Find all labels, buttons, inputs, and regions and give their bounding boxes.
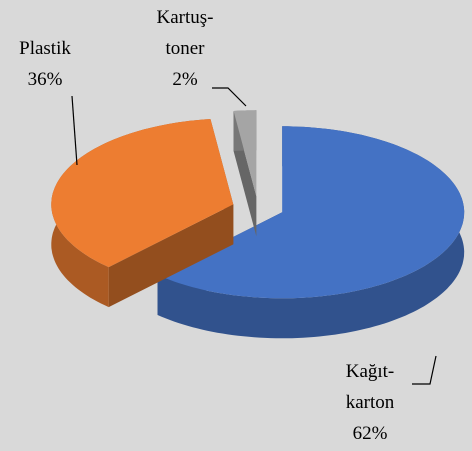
category-label: Kağıt-karton bbox=[345, 361, 395, 413]
slice bbox=[51, 119, 234, 268]
value-label: 2% bbox=[172, 69, 198, 90]
slice-side bbox=[108, 204, 234, 308]
category-label: Plastik bbox=[19, 38, 71, 59]
leader-line bbox=[212, 87, 247, 107]
leader-line bbox=[71, 95, 78, 166]
value-label: 36% bbox=[27, 69, 63, 90]
leader-line bbox=[412, 355, 437, 385]
slice bbox=[233, 110, 257, 197]
value-label: 62% bbox=[352, 423, 388, 444]
slice-label: Plastik 36% bbox=[0, 33, 90, 95]
slice-label: Kartuş-toner 2% bbox=[146, 2, 224, 95]
slice bbox=[157, 126, 465, 299]
slice-label: Kağıt-karton 62% bbox=[330, 356, 410, 449]
category-label: Kartuş-toner bbox=[156, 7, 214, 59]
